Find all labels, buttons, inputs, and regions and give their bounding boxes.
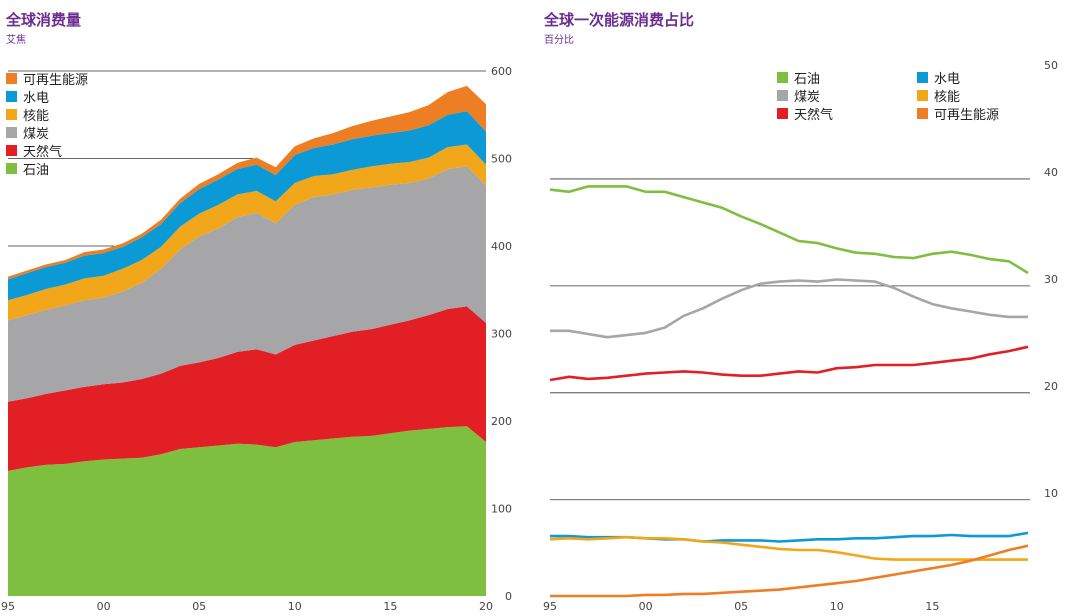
x-tick-label: 00 xyxy=(97,600,111,613)
legend-label: 水电 xyxy=(934,71,961,87)
line-series-0 xyxy=(549,185,1029,275)
y-tick-label: 500 xyxy=(491,153,512,166)
x-tick-label: 00 xyxy=(639,600,653,613)
left-chart-subtitle: 艾焦 xyxy=(6,35,26,46)
left-chart-panel: 0 100 200 300 400 500 600 95 00 05 10 15 20 全球消费量 艾焦… xyxy=(1,11,512,613)
legend-swatch xyxy=(6,72,17,84)
legend-label: 核能 xyxy=(934,89,961,105)
area-series-3 xyxy=(8,144,486,321)
legend-item: 煤炭 xyxy=(777,86,917,105)
line-series-4 xyxy=(549,535,1028,561)
legend-swatch xyxy=(777,71,788,83)
legend-item: 可再生能源 xyxy=(917,104,1057,123)
legend-label: 可再生能源 xyxy=(23,72,89,88)
y-tick-label: 20 xyxy=(1044,380,1058,393)
legend-label: 煤炭 xyxy=(23,126,50,142)
y-tick-label: 200 xyxy=(491,415,512,428)
line-series-1 xyxy=(550,278,1028,339)
x-tick-label: 20 xyxy=(479,600,493,613)
legend-label: 石油 xyxy=(23,162,50,178)
right-legend: 石油 水电煤炭 核能天然气 可再生能源 xyxy=(777,68,1057,123)
x-tick-label: 10 xyxy=(830,600,844,613)
left-chart-title: 全球消费量 xyxy=(6,11,82,29)
legend-item: 煤炭 xyxy=(6,123,88,142)
area-series-0 xyxy=(8,426,486,596)
legend-item: 核能 xyxy=(6,105,88,124)
legend-item: 石油 xyxy=(6,159,88,178)
x-tick-label: 05 xyxy=(192,600,206,613)
area-series-2 xyxy=(8,166,486,402)
legend-item: 天然气 xyxy=(777,104,917,123)
legend-swatch xyxy=(6,144,17,156)
y-tick-label: 40 xyxy=(1044,166,1058,179)
x-tick-label: 95 xyxy=(543,600,557,613)
legend-swatch xyxy=(6,126,17,138)
legend-swatch xyxy=(777,107,788,119)
legend-swatch xyxy=(6,162,17,174)
legend-item: 核能 xyxy=(917,86,1057,105)
stacked-area-chart: 0 100 200 300 400 500 600 95 00 05 10 15 20 xyxy=(1,65,512,613)
y-tick-label: 10 xyxy=(1044,487,1058,500)
legend-label: 天然气 xyxy=(23,144,63,160)
area-series-1 xyxy=(8,306,486,471)
legend-swatch xyxy=(6,90,17,102)
x-tick-label: 05 xyxy=(734,600,748,613)
x-tick-label: 95 xyxy=(1,600,15,613)
legend-label: 天然气 xyxy=(794,107,834,123)
legend-label: 可再生能源 xyxy=(934,107,1000,123)
left-legend: 可再生能源水电核能煤炭天然气石油 xyxy=(6,69,89,178)
y-tick-label: 30 xyxy=(1044,273,1058,286)
legend-label: 煤炭 xyxy=(794,89,821,105)
legend-item: 水电 xyxy=(6,87,88,106)
legend-label: 石油 xyxy=(794,71,821,87)
y-tick-label: 400 xyxy=(491,240,512,253)
right-chart-subtitle: 百分比 xyxy=(544,35,574,46)
legend-label: 水电 xyxy=(23,90,50,106)
y-tick-label: 300 xyxy=(491,328,512,341)
area-series-4 xyxy=(8,111,486,301)
y-tick-label: 100 xyxy=(491,503,512,516)
legend-label: 核能 xyxy=(23,108,50,124)
legend-swatch xyxy=(917,71,928,83)
x-tick-label: 15 xyxy=(383,600,397,613)
legend-swatch xyxy=(917,107,928,119)
x-tick-label: 15 xyxy=(925,600,939,613)
x-tick-label: 10 xyxy=(288,600,302,613)
line-chart: 10 20 30 40 50 95 00 05 10 15 xyxy=(543,59,1058,613)
y-tick-label: 600 xyxy=(491,65,512,78)
right-chart-title: 全球一次能源消费占比 xyxy=(544,11,695,29)
line-series-5 xyxy=(550,544,1029,598)
y-tick-label: 50 xyxy=(1044,59,1058,72)
y-tick-label: 0 xyxy=(505,590,512,603)
area-series-5 xyxy=(8,85,486,280)
line-series-2 xyxy=(549,345,1029,382)
legend-item: 天然气 xyxy=(6,141,88,160)
legend-swatch xyxy=(917,89,928,101)
legend-swatch xyxy=(777,89,788,101)
legend-item: 可再生能源 xyxy=(6,69,89,88)
legend-swatch xyxy=(6,108,17,120)
legend-item: 石油 xyxy=(777,68,917,87)
right-chart-panel: 10 20 30 40 50 95 00 05 10 15 全球一次能源消费占比 百分比 石油 水电… xyxy=(540,0,1080,616)
legend-item: 水电 xyxy=(917,68,1057,87)
